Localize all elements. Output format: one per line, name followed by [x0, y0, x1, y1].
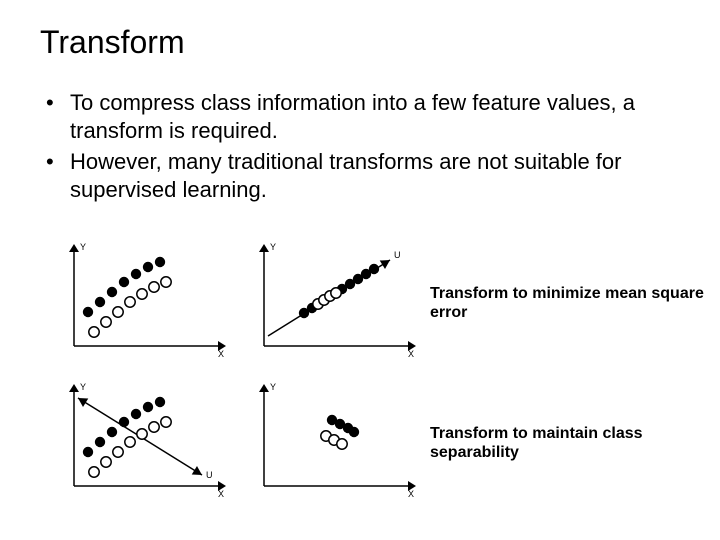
figure-grid: YXYXUYXUYX: [60, 240, 420, 505]
caption-bottom: Transform to maintain class separability: [430, 424, 720, 462]
caption-text: Transform to maintain class separability: [430, 424, 720, 462]
svg-text:X: X: [218, 349, 224, 359]
bullet-list: To compress class information into a few…: [40, 89, 680, 203]
svg-text:Y: Y: [270, 382, 276, 392]
svg-text:X: X: [218, 489, 224, 499]
svg-text:U: U: [394, 250, 401, 260]
slide: Transform To compress class information …: [0, 0, 720, 540]
svg-text:X: X: [408, 489, 414, 499]
svg-text:X: X: [408, 349, 414, 359]
svg-text:Y: Y: [80, 242, 86, 252]
page-title: Transform: [40, 24, 680, 61]
bullet-item: To compress class information into a few…: [40, 89, 680, 144]
bullet-item: However, many traditional transforms are…: [40, 148, 680, 203]
caption-text: Transform to minimize mean square error: [430, 284, 720, 322]
svg-text:Y: Y: [80, 382, 86, 392]
figure-svg: YXYXUYXUYX: [60, 240, 420, 500]
caption-top: Transform to minimize mean square error: [430, 284, 720, 322]
svg-text:U: U: [206, 470, 213, 480]
svg-text:Y: Y: [270, 242, 276, 252]
